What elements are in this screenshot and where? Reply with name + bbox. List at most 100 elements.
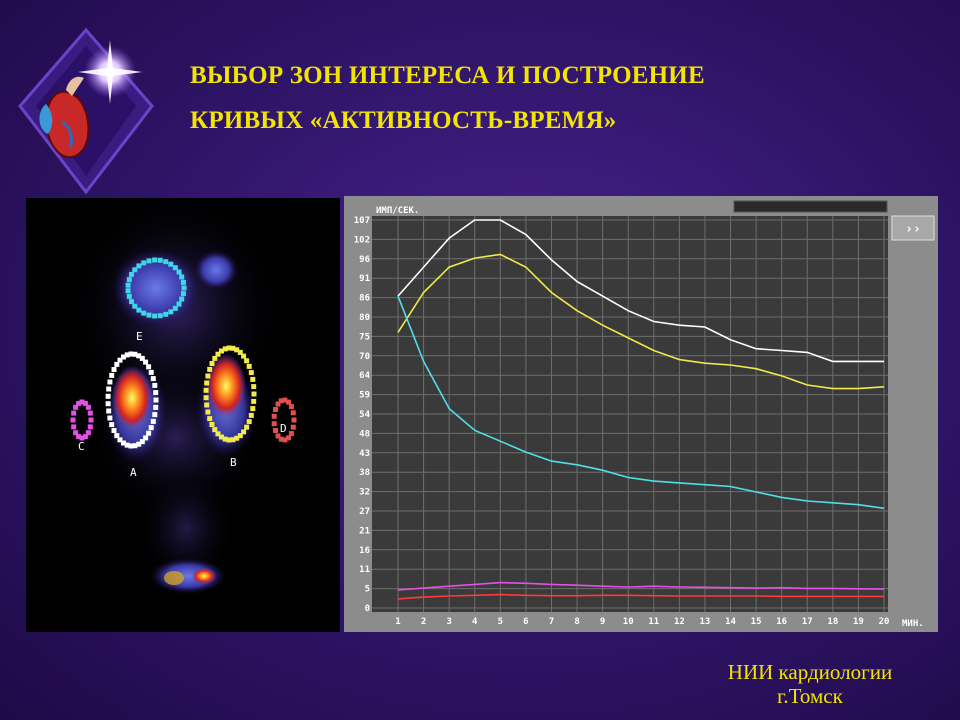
roi-pixel (136, 441, 142, 447)
roi-pixel (71, 410, 77, 416)
roi-pixel (136, 263, 142, 269)
roi-pixel (70, 417, 76, 423)
roi-pixel (246, 363, 252, 369)
x-axis-label: МИН. (902, 619, 924, 629)
roi-pixel (205, 373, 211, 379)
roi-pixel (246, 419, 252, 425)
roi-pixel (88, 417, 94, 423)
y-tick-label: 32 (359, 488, 370, 498)
roi-pixel (73, 404, 79, 410)
roi-pixel (132, 267, 138, 273)
x-tick-label: 17 (802, 617, 813, 627)
roi-pixel (241, 353, 247, 359)
roi-pixel (226, 345, 232, 351)
roi-pixel (222, 436, 228, 442)
roi-pixel (152, 382, 158, 388)
roi-outline-d (271, 397, 297, 443)
series-line-2 (397, 253, 885, 390)
roi-pixel (180, 291, 186, 297)
roi-pixel (176, 269, 182, 275)
y-tick-label: 91 (359, 274, 370, 284)
roi-pixel (248, 370, 254, 376)
roi-pixel (215, 431, 221, 437)
roi-pixel (172, 265, 178, 271)
roi-pixel (234, 347, 240, 353)
roi-pixel (271, 413, 277, 419)
slide-title-line-1: ВЫБОР ЗОН ИНТЕРЕСА И ПОСТРОЕНИЕ (190, 62, 705, 89)
roi-pixel (106, 386, 112, 392)
x-tick-label: 12 (674, 617, 685, 627)
roi-pixel (181, 285, 187, 291)
roi-pixel (282, 397, 288, 403)
roi-pixel (85, 430, 91, 436)
roi-pixel (106, 408, 112, 414)
roi-pixel (111, 428, 117, 433)
nav-button[interactable] (891, 215, 935, 241)
x-tick-label: 2 (421, 617, 426, 627)
roi-pixel (163, 259, 169, 265)
y-tick-label: 21 (359, 526, 370, 536)
roi-pixel (230, 345, 236, 351)
roi-pixel (273, 428, 278, 433)
series-line-1 (397, 219, 884, 363)
roi-pixel (114, 361, 120, 367)
y-tick-label: 70 (359, 352, 370, 362)
roi-pixel (168, 261, 174, 267)
roi-pixel (282, 437, 288, 443)
roi-pixel (288, 404, 294, 409)
roi-pixel (143, 359, 149, 365)
roi-pixel (222, 346, 228, 352)
roi-pixel (241, 429, 247, 435)
roi-pixel (117, 437, 123, 443)
roi-outline-e (125, 257, 187, 319)
roi-pixel (152, 313, 158, 319)
roi-pixel (105, 401, 111, 407)
roi-pixel (209, 361, 215, 366)
y-tick-label: 80 (359, 313, 370, 323)
roi-pixel (203, 387, 209, 393)
roi-pixel (288, 431, 294, 436)
roi-pixel (148, 369, 154, 375)
roi-pixel (250, 376, 256, 382)
nav-button-label[interactable]: ›› (905, 222, 921, 237)
roi-pixel (237, 433, 243, 439)
roi-pixel (212, 355, 218, 361)
roi-pixel (273, 407, 278, 412)
roi-pixel (157, 257, 163, 263)
x-tick-label: 19 (853, 617, 864, 627)
roi-pixel (87, 424, 93, 430)
x-tick-label: 5 (498, 617, 503, 627)
roi-pixel (271, 421, 277, 427)
x-tick-label: 16 (776, 617, 787, 627)
x-tick-label: 4 (472, 617, 478, 627)
roi-pixel (143, 435, 149, 441)
roi-pixel (128, 443, 134, 449)
series-line-4 (397, 581, 885, 591)
roi-pixel (207, 416, 213, 422)
roi-pixel (114, 433, 120, 439)
x-tick-label: 6 (523, 617, 528, 627)
y-tick-label: 11 (359, 565, 370, 575)
roi-pixel (136, 307, 142, 313)
roi-pixel (129, 299, 134, 305)
roi-pixel (212, 427, 218, 433)
roi-pixel (275, 401, 281, 407)
roi-pixel (128, 351, 134, 357)
roi-pixel (286, 399, 291, 405)
roi-label-d: D (280, 422, 287, 435)
x-tick-label: 15 (751, 617, 762, 627)
roi-pixel (121, 354, 126, 360)
y-tick-label: 64 (359, 371, 370, 381)
x-tick-label: 10 (623, 617, 634, 627)
roi-outline-c (70, 399, 94, 441)
roi-pixel (153, 404, 159, 410)
roi-pixel (152, 412, 158, 418)
roi-label-a: A (130, 466, 137, 479)
slide-title-line-2: КРИВЫХ «АКТИВНОСТЬ-ВРЕМЯ» (190, 107, 617, 134)
roi-pixel (139, 355, 145, 361)
roi-pixel (226, 437, 232, 443)
y-tick-label: 5 (365, 585, 370, 595)
roi-pixel (237, 349, 243, 355)
y-tick-label: 48 (359, 429, 370, 439)
roi-pixel (132, 443, 138, 449)
